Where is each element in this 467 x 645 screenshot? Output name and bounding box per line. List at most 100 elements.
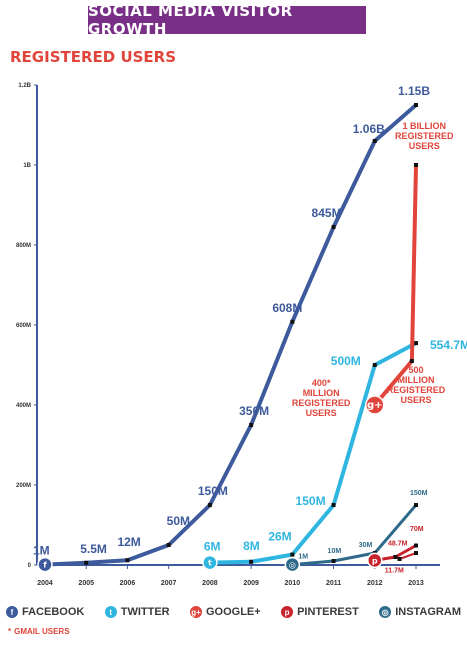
y-tick-label: 600M (16, 323, 31, 329)
facebook-point (372, 139, 377, 143)
pinterest-marker-glyph: p (372, 556, 378, 565)
title-banner: SOCIAL MEDIA VISITOR GROWTH (88, 2, 366, 38)
googleplus-marker-glyph: g+ (367, 400, 383, 411)
facebook-point (331, 225, 336, 229)
legend-item-pinterest: p PINTEREST (281, 606, 359, 618)
facebook-point (414, 103, 418, 107)
annotation-text: 500 (408, 365, 423, 375)
instagram-point (331, 559, 336, 563)
x-tick-label: 2011 (326, 580, 341, 587)
twitter-data-label: 500M (331, 354, 361, 368)
instagram-data-label: 10M (328, 548, 342, 555)
chart-subtitle: REGISTERED USERS (10, 48, 177, 66)
facebook-point (125, 558, 130, 563)
facebook-point (84, 560, 89, 565)
facebook-line (43, 103, 418, 567)
pinterest-icon: p (281, 606, 294, 618)
facebook-marker-glyph: f (43, 561, 47, 570)
twitter-line (207, 341, 418, 565)
twitter-point (249, 559, 254, 564)
facebook-data-label: 1M (33, 544, 50, 558)
gmail-note: * GMAIL USERS (8, 627, 70, 636)
y-tick-label: 1.2B (18, 83, 31, 89)
pinterest-point (393, 555, 398, 559)
pinterest-data-label: 11.7M (385, 567, 404, 574)
annotation-text: MILLION (303, 388, 340, 398)
y-tick-label: 200M (16, 483, 31, 489)
pinterest-point (414, 543, 418, 548)
annotation-text: REGISTERED (395, 131, 454, 141)
instagram-data-label: 1M (298, 554, 308, 561)
facebook-data-label: 150M (198, 484, 228, 498)
annotation-text: REGISTERED (387, 385, 446, 395)
twitter-data-label: 150M (296, 494, 326, 508)
gmail-line (398, 552, 417, 560)
y-tick-label: 0 (28, 563, 32, 569)
annotation-text: REGISTERED (292, 398, 351, 408)
x-tick-label: 2007 (161, 580, 177, 587)
instagram-marker-icon (284, 556, 301, 573)
facebook-data-label: 12M (117, 535, 140, 549)
legend-item-twitter: t TWITTER (104, 606, 170, 618)
y-tick-label: 400M (16, 403, 31, 409)
gmail-note-label: GMAIL USERS (14, 627, 70, 636)
facebook-marker-icon (37, 556, 53, 573)
y-tick-label: 800M (16, 243, 31, 249)
x-tick-label: 2012 (367, 580, 383, 587)
pinterest-data-label: 48.7M (388, 541, 408, 548)
googleplus-icon: g+ (189, 606, 202, 618)
annotation-text: MILLION (398, 375, 435, 385)
chart-title: SOCIAL MEDIA VISITOR GROWTH (88, 2, 293, 38)
instagram-data-label: 150M (410, 490, 428, 497)
googleplus-point (414, 163, 418, 167)
x-tick-label: 2010 (285, 580, 301, 587)
legend-label: INSTAGRAM (395, 606, 461, 618)
facebook-point (249, 423, 254, 427)
twitter-point (414, 341, 418, 346)
facebook-data-label: 5.5M (80, 542, 107, 556)
legend-item-instagram: ◎ INSTAGRAM (379, 606, 461, 618)
facebook-data-label: 845M (312, 206, 342, 220)
facebook-data-label: 50M (167, 514, 190, 528)
legend-label: PINTEREST (297, 606, 359, 618)
twitter-point (290, 552, 295, 557)
facebook-point (290, 319, 295, 324)
instagram-point (414, 503, 418, 507)
facebook-point (166, 543, 171, 547)
facebook-data-label: 608M (272, 301, 302, 315)
instagram-line (290, 503, 418, 567)
legend-label: TWITTER (120, 606, 170, 618)
instagram-icon: ◎ (379, 606, 392, 618)
x-tick-label: 2006 (120, 580, 136, 587)
twitter-point (331, 503, 336, 507)
gmail-point (397, 557, 402, 561)
legend-item-google: g+ GOOGLE+ (189, 606, 261, 618)
annotation-text: USERS (409, 141, 440, 151)
twitter-marker-icon (202, 554, 218, 571)
twitter-data-label: 26M (268, 530, 291, 544)
twitter-point (372, 363, 377, 367)
googleplus-marker-icon (365, 395, 385, 415)
x-tick-label: 2008 (202, 580, 218, 587)
annotation-text: USERS (306, 408, 337, 418)
annotation-text: USERS (400, 395, 431, 405)
x-tick-label: 2004 (37, 580, 53, 587)
facebook-data-label: 1.15B (398, 84, 430, 98)
facebook-icon: f (6, 606, 18, 618)
legend-label: GOOGLE+ (205, 606, 261, 618)
instagram-data-label: 30M (359, 542, 373, 549)
legend-label: FACEBOOK (22, 606, 85, 618)
twitter-data-label: 554.7M (430, 338, 467, 352)
gmail-marker: * (8, 627, 12, 636)
x-tick-label: 2009 (243, 580, 259, 587)
gmail-data-label: 70M (410, 526, 424, 533)
line-chart: 0 200M 400M 600M 800M 1B 1.2B 2004 2005 2006 2007 2… (16, 83, 467, 587)
annotation-text: 1 BILLION (402, 121, 446, 131)
twitter-data-label: 6M (204, 540, 221, 554)
x-tick-label: 2013 (408, 580, 424, 587)
twitter-icon: t (104, 606, 117, 618)
pinterest-marker-icon (367, 552, 383, 569)
x-tick-label: 2005 (78, 580, 94, 587)
twitter-data-label: 8M (243, 539, 260, 553)
instagram-marker-glyph: ◎ (289, 561, 296, 570)
